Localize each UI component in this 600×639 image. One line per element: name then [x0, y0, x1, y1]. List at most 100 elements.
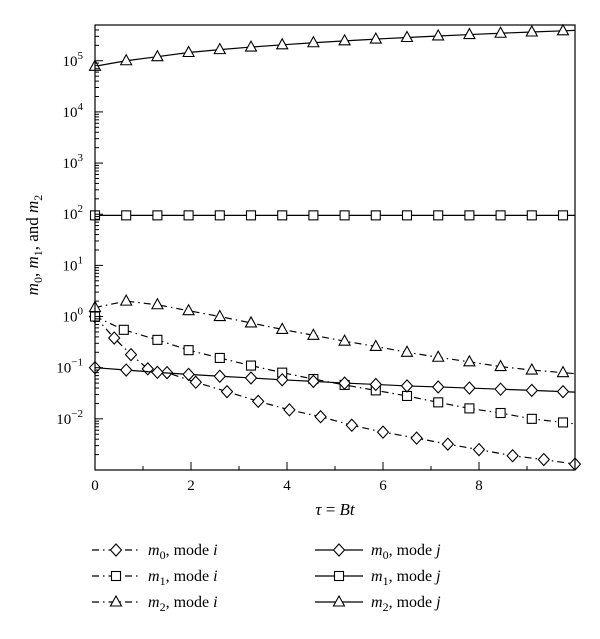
data-point — [251, 394, 265, 409]
plot-area — [88, 23, 582, 470]
data-point — [410, 431, 423, 445]
data-point — [494, 382, 507, 396]
data-point — [338, 33, 352, 46]
data-point — [462, 27, 476, 40]
series-1 — [88, 309, 582, 470]
x-tick-label: 8 — [475, 478, 483, 494]
data-point — [495, 210, 506, 221]
data-point — [339, 210, 350, 221]
y-tick-label: 105 — [63, 50, 84, 70]
x-tick-label: 2 — [187, 478, 195, 494]
data-point — [494, 359, 508, 372]
data-point — [183, 345, 194, 356]
data-point — [119, 363, 133, 377]
data-point — [376, 425, 390, 439]
y-tick-label: 104 — [63, 101, 84, 121]
data-point — [441, 437, 455, 451]
data-point — [189, 375, 203, 390]
axes: 0 2 4 6 8 10−2 10−1 100 101 102 103 104 105 — [56, 24, 576, 494]
data-point — [431, 28, 445, 41]
legend-item: m1, mode i — [92, 568, 218, 588]
data-point — [107, 331, 121, 345]
legend-item: m0, mode i — [92, 542, 218, 562]
data-point — [525, 362, 539, 375]
data-point — [400, 30, 414, 43]
legend-marker — [333, 570, 345, 582]
data-point — [119, 53, 133, 66]
series-5 — [89, 210, 575, 221]
data-point — [556, 384, 570, 399]
data-point — [214, 352, 225, 364]
data-point — [369, 339, 383, 352]
legend-label: m2, mode j — [371, 594, 441, 614]
data-point — [433, 210, 444, 221]
data-point — [495, 407, 506, 419]
legend-marker — [109, 543, 123, 557]
data-point — [433, 397, 444, 408]
data-point — [182, 45, 196, 58]
data-point — [556, 23, 570, 36]
data-point — [308, 210, 319, 221]
x-tick-label: 0 — [91, 478, 99, 494]
x-tick-label: 4 — [283, 478, 291, 494]
data-point — [506, 448, 519, 463]
data-point — [345, 418, 359, 433]
plot-frame — [94, 24, 576, 471]
data-point — [537, 452, 551, 467]
data-point — [401, 210, 413, 221]
data-point — [314, 409, 327, 424]
legend: m0, mode i m1, mode i m2, mode i m0, mode j… — [92, 542, 441, 614]
data-point — [183, 210, 194, 221]
series-3 — [88, 293, 576, 378]
data-point — [214, 210, 225, 221]
data-point — [306, 328, 320, 340]
data-point — [400, 345, 414, 357]
data-point — [220, 384, 234, 399]
data-point — [431, 350, 445, 362]
data-point — [401, 390, 413, 402]
data-point — [472, 442, 486, 457]
data-point — [277, 210, 288, 221]
data-point — [306, 35, 320, 48]
data-point — [494, 26, 508, 38]
data-point — [141, 362, 155, 376]
data-point — [151, 365, 164, 380]
data-point — [463, 381, 476, 395]
legend-item: m2, mode j — [315, 594, 441, 614]
y-axis-title: m0, m1, and m2 — [23, 195, 45, 296]
y-tick-label: 100 — [63, 306, 84, 326]
legend-label: m2, mode i — [148, 594, 218, 614]
data-point — [283, 403, 296, 417]
data-point — [526, 413, 537, 424]
data-point — [118, 324, 129, 335]
legend-item: m2, mode i — [92, 594, 218, 614]
data-point — [182, 303, 196, 316]
legend-label: m0, mode j — [371, 542, 441, 562]
y-tick-label: 101 — [63, 254, 84, 274]
legend-marker — [109, 594, 123, 607]
data-point — [275, 37, 289, 50]
y-tick-label: 10−1 — [56, 357, 83, 377]
data-point — [464, 403, 475, 414]
data-point — [338, 376, 351, 390]
data-point — [150, 49, 164, 62]
data-point — [213, 42, 227, 55]
legend-marker — [332, 543, 346, 557]
data-point — [557, 210, 569, 221]
data-point — [275, 372, 289, 387]
y-tick-label: 103 — [63, 152, 84, 172]
data-point — [557, 417, 569, 428]
legend-label: m1, mode j — [371, 568, 441, 588]
data-point — [526, 210, 537, 221]
data-point — [244, 39, 258, 52]
data-point — [462, 354, 476, 367]
y-tick-label: 10−2 — [56, 408, 83, 428]
legend-label: m0, mode i — [148, 542, 218, 562]
data-point — [245, 360, 257, 371]
data-point — [556, 365, 570, 378]
data-point — [152, 210, 163, 221]
data-point — [150, 297, 164, 310]
data-point — [121, 210, 132, 221]
data-point — [124, 347, 138, 362]
data-point — [182, 367, 195, 382]
